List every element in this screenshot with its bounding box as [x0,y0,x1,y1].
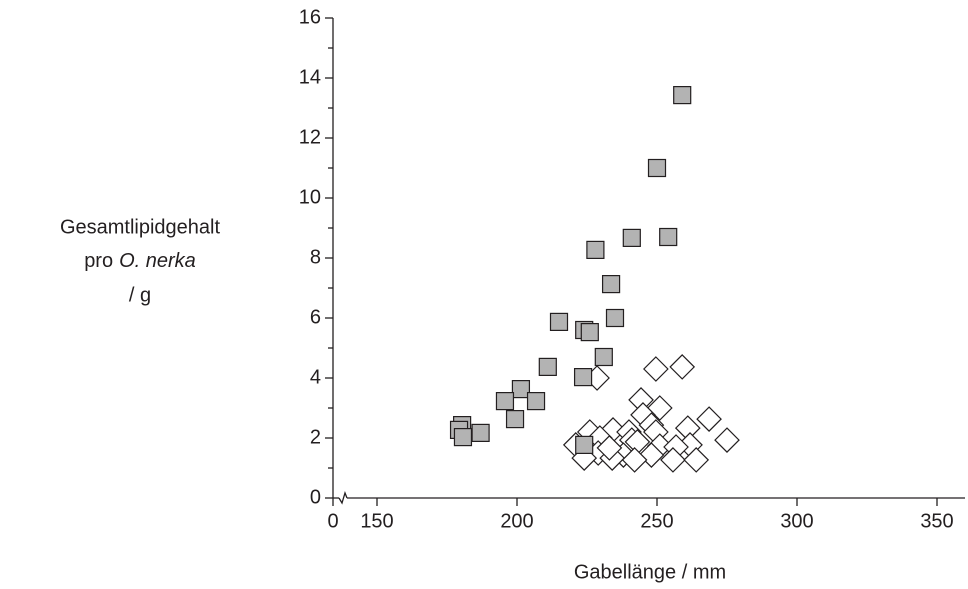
x-tick-label: 0 [327,510,338,532]
axis-break [338,491,348,505]
y-tick-label: 10 [299,186,321,208]
square-point [453,428,473,447]
square-point [538,357,557,376]
x-tick-label: 200 [500,510,533,532]
diamond-point [643,356,669,382]
y-axis-label-part: pro [84,250,113,272]
square-point [647,158,667,178]
y-axis-label: pro O. nerka [84,250,196,272]
x-tick-label: 300 [780,510,813,532]
square-point [471,423,490,442]
y-tick-label: 2 [310,426,321,448]
diamond-point [714,427,740,453]
square-point [659,227,678,247]
y-axis-label: Gesamtlipidgehalt [60,216,221,238]
square-point [605,308,625,328]
square-point [505,410,525,429]
y-tick-label: 4 [310,366,321,388]
diamond-point [596,435,623,461]
x-tick-label: 250 [640,510,673,532]
diamond-point [621,447,648,473]
y-tick-label: 12 [299,126,321,148]
y-tick-label: 0 [310,486,321,508]
x-tick-label: 150 [360,510,393,532]
y-axis-label-part: O. nerka [119,250,196,272]
square-point [673,85,692,105]
square-point [575,435,594,454]
y-tick-label: 6 [310,306,321,328]
x-axis-label: Gabellänge / mm [574,561,726,583]
y-tick-label: 14 [299,66,321,88]
y-axis-label: / g [129,284,151,306]
square-point [580,323,599,342]
diamond-point [669,354,696,380]
square-point [594,347,613,367]
square-point [511,380,531,399]
diamond-point [683,447,710,473]
square-point [526,392,546,411]
square-point [622,228,641,247]
diamond-point [696,406,722,432]
diamond-point [660,447,686,473]
y-tick-label: 16 [299,6,321,28]
y-tick-label: 8 [310,246,321,268]
square-point [495,392,515,411]
square-point [586,240,605,259]
square-point [549,312,569,331]
x-tick-label: 350 [920,510,953,532]
square-point [573,368,593,387]
square-point [601,275,621,294]
